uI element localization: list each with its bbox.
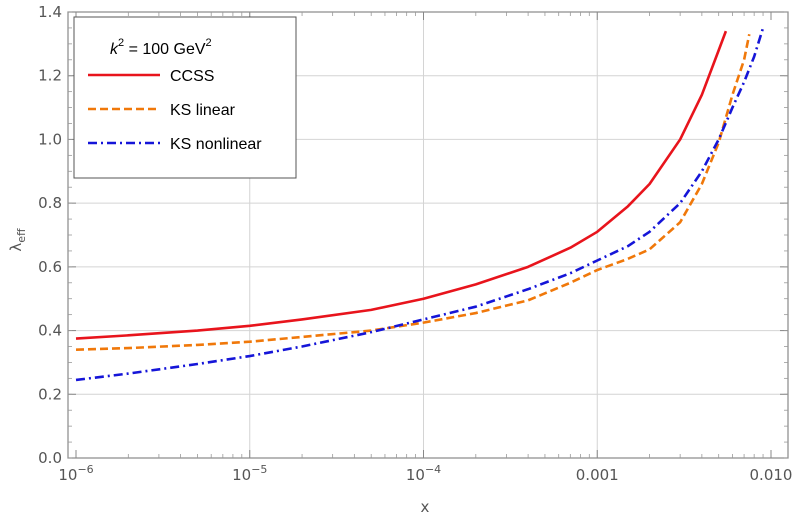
y-tick-label: 0.0 <box>38 449 62 467</box>
y-tick-label: 0.2 <box>38 385 62 403</box>
legend-label: KS linear <box>170 102 236 119</box>
axis-ticks <box>68 11 788 459</box>
legend-label: CCSS <box>170 68 214 85</box>
series-line-ks-nonlinear <box>75 27 765 382</box>
x-tick-label: 10−6 <box>58 463 93 484</box>
x-tick-label: 10−5 <box>232 463 267 484</box>
x-axis-label: x <box>421 498 430 516</box>
legend-title: k2 = 100 GeV2 <box>110 37 212 58</box>
series-line-ks-linear <box>75 34 751 351</box>
legend-box <box>73 16 297 179</box>
x-tick-label: 0.001 <box>576 466 619 484</box>
y-tick-label: 1.4 <box>38 3 62 21</box>
y-axis-label: λeff <box>7 228 28 252</box>
series-group <box>75 27 765 382</box>
y-tick-label: 0.6 <box>38 258 62 276</box>
x-tick-label: 10−4 <box>406 463 441 484</box>
y-tick-label: 1.0 <box>38 130 62 148</box>
y-tick-label: 0.4 <box>38 322 62 340</box>
x-tick-label: 0.010 <box>750 466 793 484</box>
y-tick-label: 0.8 <box>38 194 62 212</box>
series-line-ccss <box>75 30 728 340</box>
y-tick-label: 1.2 <box>38 67 62 85</box>
axis-tick-labels: 0.0 0.2 0.4 0.6 0.8 1.0 1.2 1.4 10−6 10−5 10−4 0.00… <box>38 3 792 484</box>
legend-label: KS nonlinear <box>170 136 262 153</box>
legend: k2 = 100 GeV2 CCSS KS linear KS nonlinear <box>73 16 297 179</box>
legend-entries: CCSS KS linear KS nonlinear <box>88 68 262 153</box>
